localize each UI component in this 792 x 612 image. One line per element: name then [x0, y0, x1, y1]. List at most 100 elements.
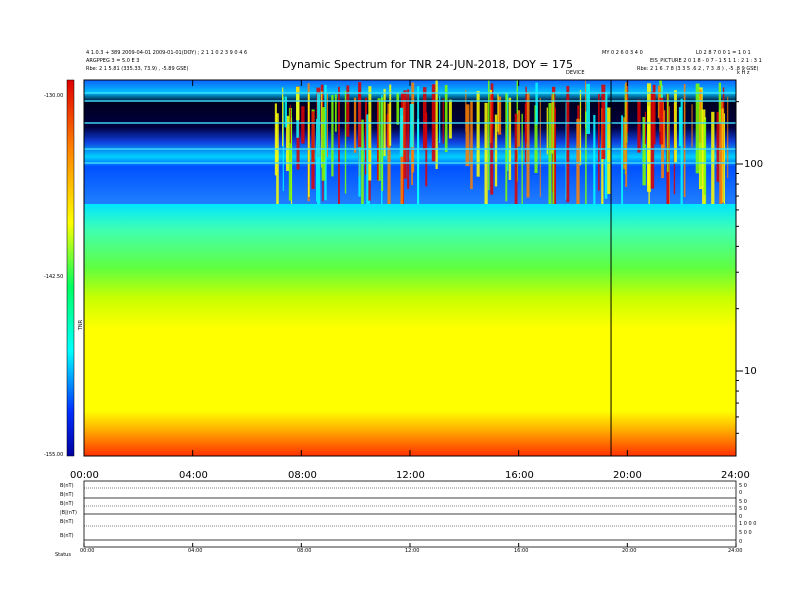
x-tick-label: 12:00 — [396, 470, 425, 481]
emission-streak — [321, 107, 326, 181]
emission-streak — [476, 91, 480, 177]
header-left-line1: 4 1.0.3 + 389 2009-04-01 2009-01-01(DOY)… — [86, 50, 248, 56]
emission-streak — [698, 89, 702, 143]
emission-streak — [484, 102, 488, 204]
emission-streak — [593, 114, 596, 204]
emission-streak — [376, 99, 379, 181]
emission-streak — [674, 90, 677, 163]
emission-streak — [296, 86, 300, 121]
emission-streak — [338, 86, 340, 204]
emission-streak — [409, 103, 414, 148]
orbit-status-label: Status — [55, 552, 71, 558]
emission-streak — [311, 111, 315, 190]
interference-line — [84, 92, 736, 94]
emission-streak — [691, 104, 693, 148]
emission-streak — [389, 84, 392, 146]
emission-streak — [490, 94, 494, 195]
emission-streak — [524, 103, 527, 165]
orbit-x-tick: 00:00 — [80, 548, 95, 554]
emission-streak — [286, 115, 290, 171]
orbit-row-label: B(nT) — [60, 501, 74, 507]
orbit-right-label: 1 0 0 0 — [739, 521, 757, 527]
orbit-right-label: 0 — [739, 539, 743, 545]
emission-streak — [282, 87, 284, 147]
colorbar — [66, 79, 75, 457]
header-right-line3: Rbe: 2 1 6 .7 8 (3 3 5 .6 2 , 7 3 .8 ) ,… — [637, 66, 759, 72]
emission-streak — [488, 80, 490, 191]
emission-streak — [534, 105, 538, 173]
emission-streak — [289, 104, 291, 144]
orbit-right-label: 5 0 — [739, 506, 747, 512]
emission-streak — [439, 95, 441, 144]
emission-streak — [551, 94, 553, 149]
emission-streak — [700, 109, 702, 187]
emission-streak — [506, 93, 509, 171]
emission-streak — [368, 86, 372, 181]
emission-streak — [407, 89, 410, 189]
colorbar-bottom-label: -155.00 — [44, 452, 64, 458]
emission-streak — [604, 91, 608, 199]
emission-streak — [723, 113, 725, 204]
emission-streak — [334, 94, 337, 132]
emission-streak — [344, 90, 347, 194]
spectrogram-emission-bursts — [84, 80, 736, 204]
emission-streak — [650, 91, 655, 189]
emission-streak — [521, 113, 523, 204]
emission-streak — [444, 84, 448, 153]
emission-streak — [324, 84, 327, 201]
emission-streak — [598, 93, 600, 191]
emission-streak — [535, 82, 538, 125]
emission-streak — [403, 90, 407, 179]
orbit-row-label: |B|(nT) — [60, 510, 77, 516]
emission-streak — [517, 110, 521, 147]
orbit-x-tick: 04:00 — [188, 548, 203, 554]
orbit-x-tick: 24:00 — [728, 548, 743, 554]
emission-streak — [548, 103, 552, 204]
emission-streak — [364, 97, 367, 175]
emission-streak — [417, 119, 420, 204]
emission-streak — [659, 97, 664, 145]
emission-streak — [539, 98, 541, 197]
emission-streak — [678, 107, 682, 147]
orbit-x-tick: 12:00 — [405, 548, 420, 554]
emission-streak — [435, 80, 438, 170]
emission-streak — [667, 93, 669, 173]
corner-unit-label: k H z — [737, 70, 750, 76]
emission-streak — [396, 92, 400, 125]
emission-streak — [422, 87, 427, 150]
emission-streak — [695, 83, 700, 174]
x-tick-label: 20:00 — [613, 470, 642, 481]
emission-streak — [565, 102, 567, 200]
x-tick-label: 16:00 — [505, 470, 534, 481]
interference-line — [84, 162, 736, 164]
emission-streak — [621, 115, 624, 204]
orbit-right-label: 5 0 — [739, 483, 747, 489]
emission-streak — [346, 85, 350, 137]
y-tick-label: 100 — [744, 159, 764, 170]
emission-streak — [400, 115, 404, 204]
emission-streak — [683, 84, 686, 198]
emission-streak — [358, 82, 362, 148]
y-tick-label: 10 — [744, 366, 757, 377]
emission-streak — [465, 104, 470, 167]
emission-streak — [307, 91, 310, 197]
emission-streak — [526, 91, 530, 198]
emission-streak — [647, 106, 650, 186]
emission-streak — [508, 97, 512, 180]
emission-streak — [465, 89, 467, 132]
x-tick-label: 04:00 — [179, 470, 208, 481]
emission-streak — [601, 84, 606, 160]
emission-streak — [505, 92, 508, 202]
emission-streak — [727, 96, 729, 179]
emission-streak — [711, 111, 715, 204]
colorbar-top-label: -130.00 — [44, 93, 64, 99]
emission-streak — [274, 103, 277, 176]
orbit-right-label: 0 — [739, 490, 743, 496]
emission-streak — [644, 111, 646, 144]
emission-streak — [680, 98, 683, 204]
emission-streak — [585, 111, 587, 204]
orbit-x-tick: 16:00 — [514, 548, 529, 554]
emission-streak — [627, 80, 629, 133]
emission-streak — [353, 97, 357, 153]
header-left-line3: Rbe: 2 1 5.81 (335.33, 73.9) , -5.89 GSE… — [86, 66, 189, 72]
